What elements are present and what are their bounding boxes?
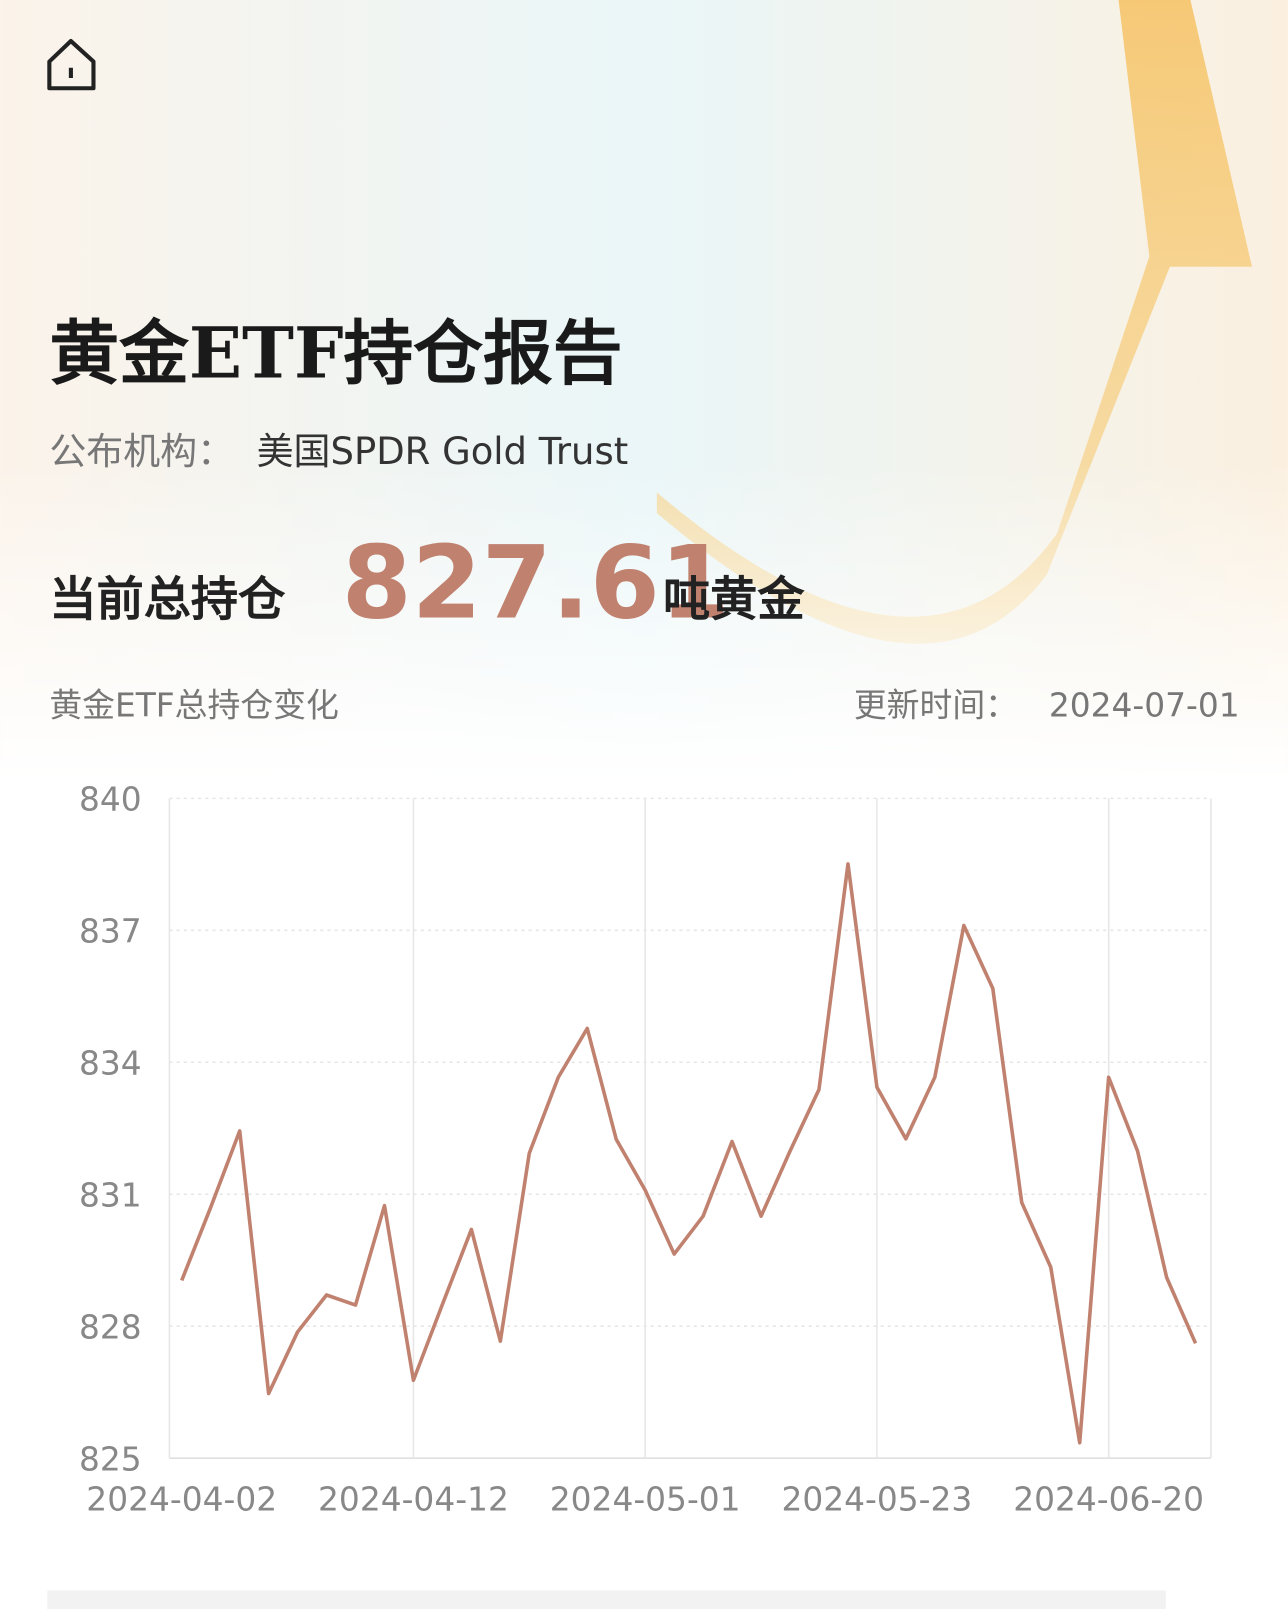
holding-label: 当前总持仓 [49,573,286,628]
data-line [180,862,1198,1445]
y-tick-label: 831 [79,1177,142,1215]
publisher: 美国SPDR Gold Trust [257,430,629,473]
page-title: 黄金ETF持仓报告 [49,313,622,395]
x-tick-label: 2024-06-20 [1013,1480,1204,1518]
x-tick-label: 2024-05-23 [782,1480,973,1518]
y-tick-label: 825 [79,1440,142,1478]
header-fade [0,461,1288,780]
y-tick-label: 834 [79,1045,142,1083]
y-tick-label: 837 [79,913,142,951]
publisher-label: 公布机构： [49,430,234,473]
x-tick-label: 2024-04-12 [318,1480,509,1518]
y-tick-label: 840 [79,781,142,819]
chart-caption: 黄金ETF总持仓变化 [49,686,338,724]
update-date: 2024-07-01 [1049,686,1240,724]
x-tick-label: 2024-04-02 [86,1480,277,1518]
holding-value: 827.61 [342,525,730,642]
home-button[interactable] [47,38,96,91]
bottom-card [47,1590,1166,1609]
holding-unit: 吨黄金 [663,573,805,628]
x-tick-label: 2024-05-01 [550,1480,741,1518]
decor-arrow [656,0,1252,644]
update-label: 更新时间： [854,686,1018,724]
chart: 825 828 831 834 837 840 2024-04-02 2024-04-12 20… [79,781,1212,1518]
y-tick-label: 828 [79,1309,142,1347]
